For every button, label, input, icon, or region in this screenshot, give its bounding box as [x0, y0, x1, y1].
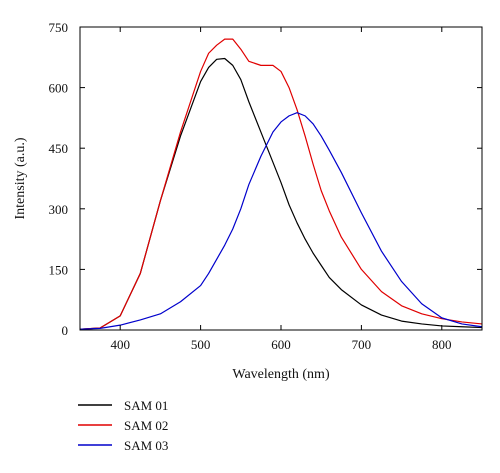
legend-label-3: SAM 03: [124, 438, 168, 453]
y-tick-label-300: 300: [49, 202, 69, 217]
x-tick-label-700: 700: [352, 337, 372, 352]
y-axis-title: Intensity (a.u.): [13, 137, 28, 219]
legend-item-1: SAM 01: [78, 398, 168, 413]
series-line-2: [79, 38, 483, 330]
plot-area: [80, 27, 482, 330]
series-line-1: [79, 57, 483, 330]
x-axis-title: Wavelength (nm): [232, 367, 330, 382]
y-tick-label-150: 150: [49, 262, 69, 277]
legend-item-3: SAM 03: [78, 438, 168, 453]
series-line-3: [79, 112, 483, 330]
y-tick-label-750: 750: [49, 20, 69, 35]
legend-label-2: SAM 02: [124, 418, 168, 433]
legend-item-2: SAM 02: [78, 418, 168, 433]
legend: SAM 01 SAM 02 SAM 03: [78, 398, 168, 453]
legend-label-1: SAM 01: [124, 398, 168, 413]
plot-background: [80, 27, 482, 330]
x-tick-label-500: 500: [191, 337, 211, 352]
x-tick-label-600: 600: [271, 337, 291, 352]
axes-layer: 400 500 600 700 800 0 150 300 450 600 750: [49, 20, 483, 352]
y-tick-label-0: 0: [62, 323, 69, 338]
series-layer: [79, 38, 483, 330]
x-tick-label-400: 400: [110, 337, 130, 352]
x-tick-label-800: 800: [432, 337, 452, 352]
y-tick-label-450: 450: [49, 141, 69, 156]
y-tick-label-600: 600: [49, 81, 69, 96]
